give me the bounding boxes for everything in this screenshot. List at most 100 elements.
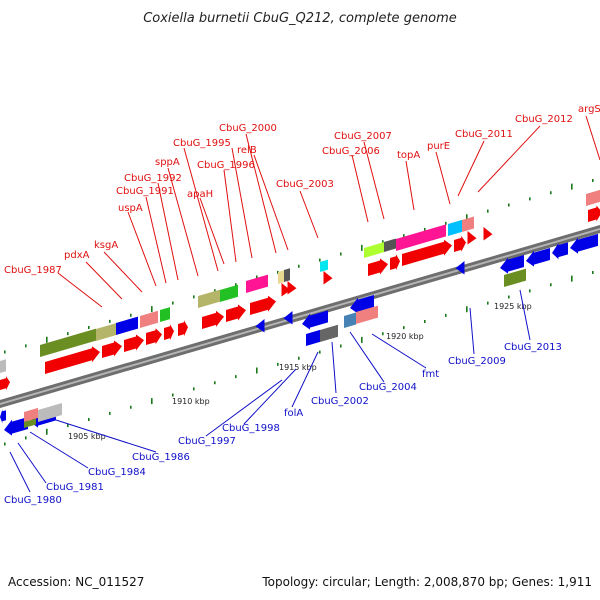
reverse-gene-arrow[interactable]: [4, 417, 28, 436]
forward-gene-arrow[interactable]: [287, 281, 297, 295]
forward-gene-arrow[interactable]: [368, 258, 388, 277]
gene-label[interactable]: CbuG_2004: [359, 382, 417, 393]
gene-label[interactable]: CbuG_1997: [178, 436, 236, 447]
reverse-gene-arrow[interactable]: [500, 255, 524, 274]
scale-tick: [592, 179, 594, 182]
gene-label[interactable]: CbuG_2011: [455, 129, 513, 140]
gene-label[interactable]: CbuG_1987: [4, 265, 62, 276]
scale-tick: [382, 332, 384, 336]
gene-label[interactable]: CbuG_1986: [132, 452, 190, 463]
forward-gene-arrow[interactable]: [323, 271, 333, 285]
forward-gene-arrow[interactable]: [250, 295, 276, 315]
gene-label[interactable]: sppA: [155, 157, 180, 168]
forward-gene-block[interactable]: [284, 268, 290, 282]
reverse-gene-arrow[interactable]: [455, 261, 465, 275]
reverse-gene-block[interactable]: [504, 268, 526, 287]
gene-label[interactable]: relB: [237, 145, 257, 156]
forward-gene-block[interactable]: [220, 284, 238, 302]
forward-gene-block[interactable]: [448, 219, 462, 236]
forward-gene-arrow[interactable]: [467, 231, 477, 245]
gene-label[interactable]: CbuG_2000: [219, 123, 277, 134]
gene-label[interactable]: topA: [397, 150, 420, 161]
gene-label[interactable]: CbuG_2002: [311, 396, 369, 407]
forward-gene-arrow[interactable]: [454, 235, 466, 252]
reverse-gene-arrow[interactable]: [0, 409, 6, 424]
gene-label[interactable]: fmt: [422, 369, 439, 380]
forward-gene-arrow[interactable]: [146, 328, 162, 345]
reverse-gene-block[interactable]: [344, 312, 356, 329]
forward-gene-block[interactable]: [384, 238, 396, 253]
reverse-gene-arrow[interactable]: [302, 310, 328, 330]
forward-gene-arrow[interactable]: [178, 320, 188, 337]
reverse-gene-block[interactable]: [38, 403, 62, 422]
gene-label[interactable]: argS: [578, 104, 600, 115]
forward-gene-block[interactable]: [364, 242, 384, 258]
gene-label[interactable]: CbuG_2006: [322, 146, 380, 157]
forward-gene-arrow[interactable]: [202, 310, 224, 329]
scale-tick: [508, 295, 510, 299]
reverse-gene-block[interactable]: [306, 329, 320, 346]
gene-label[interactable]: CbuG_2013: [504, 342, 562, 353]
gene-label[interactable]: uspA: [118, 203, 143, 214]
forward-gene-arrow[interactable]: [226, 304, 246, 323]
reverse-gene-arrow[interactable]: [526, 248, 550, 267]
forward-gene-arrow[interactable]: [102, 340, 122, 359]
forward-gene-block[interactable]: [140, 310, 158, 328]
reverse-gene-arrow[interactable]: [552, 242, 568, 260]
forward-gene-block[interactable]: [396, 224, 446, 251]
reverse-gene-arrow[interactable]: [255, 319, 265, 333]
gene-label[interactable]: CbuG_1984: [88, 467, 146, 478]
gene-label[interactable]: CbuG_1991: [116, 186, 174, 197]
forward-gene-arrow[interactable]: [164, 324, 174, 341]
scale-tick: [151, 306, 153, 313]
forward-gene-arrow[interactable]: [483, 227, 493, 241]
gene-label[interactable]: CbuG_2007: [334, 131, 392, 142]
gene-label[interactable]: CbuG_1996: [197, 160, 255, 171]
reverse-gene-block[interactable]: [24, 407, 38, 422]
scale-tick: [550, 191, 552, 195]
forward-gene-block[interactable]: [320, 259, 328, 272]
gene-label[interactable]: apaH: [187, 189, 213, 200]
gene-label[interactable]: CbuG_1998: [222, 423, 280, 434]
forward-gene-arrow[interactable]: [281, 283, 291, 297]
reverse-gene-arrow[interactable]: [570, 233, 598, 254]
forward-gene-block[interactable]: [198, 289, 220, 308]
gene-label[interactable]: folA: [284, 408, 303, 419]
gene-label[interactable]: CbuG_1980: [4, 495, 62, 506]
forward-gene-arrow[interactable]: [124, 334, 144, 353]
scale-tick: [193, 295, 195, 299]
gene-label[interactable]: ksgA: [94, 240, 118, 251]
scale-tick: [571, 275, 573, 282]
forward-gene-arrow[interactable]: [390, 254, 400, 271]
forward-gene-arrow[interactable]: [0, 376, 10, 391]
forward-gene-block[interactable]: [586, 189, 600, 206]
forward-gene-block[interactable]: [40, 328, 96, 357]
gene-label[interactable]: CbuG_1981: [46, 482, 104, 493]
forward-gene-block[interactable]: [0, 359, 6, 373]
forward-gene-arrow[interactable]: [402, 239, 452, 266]
reverse-gene-block[interactable]: [24, 418, 36, 429]
forward-gene-block[interactable]: [278, 270, 284, 284]
reverse-gene-block[interactable]: [356, 305, 378, 324]
forward-gene-arrow[interactable]: [588, 205, 600, 222]
forward-gene-block[interactable]: [116, 316, 138, 335]
forward-gene-block[interactable]: [96, 323, 116, 341]
reverse-gene-arrow[interactable]: [350, 295, 374, 314]
forward-gene-block[interactable]: [160, 307, 170, 322]
reverse-gene-arrow[interactable]: [283, 311, 293, 325]
gene-label[interactable]: CbuG_1995: [173, 138, 231, 149]
reverse-gene-block[interactable]: [320, 324, 338, 342]
scale-tick: [256, 367, 258, 374]
forward-gene-block[interactable]: [462, 216, 474, 233]
gene-label[interactable]: CbuG_2003: [276, 179, 334, 190]
scale-tick: [109, 319, 111, 323]
gene-label[interactable]: purE: [427, 141, 450, 152]
reverse-gene-labels: CbuG_1980 CbuG_1981 CbuG_1984 CbuG_1986 …: [4, 342, 562, 506]
forward-gene-arrow[interactable]: [45, 346, 100, 374]
gene-label[interactable]: CbuG_2009: [448, 356, 506, 367]
gene-label[interactable]: pdxA: [64, 250, 90, 261]
scale-tick: [466, 214, 468, 221]
gene-label[interactable]: CbuG_2012: [515, 114, 573, 125]
gene-label[interactable]: CbuG_1992: [124, 173, 182, 184]
forward-gene-block[interactable]: [246, 274, 268, 293]
